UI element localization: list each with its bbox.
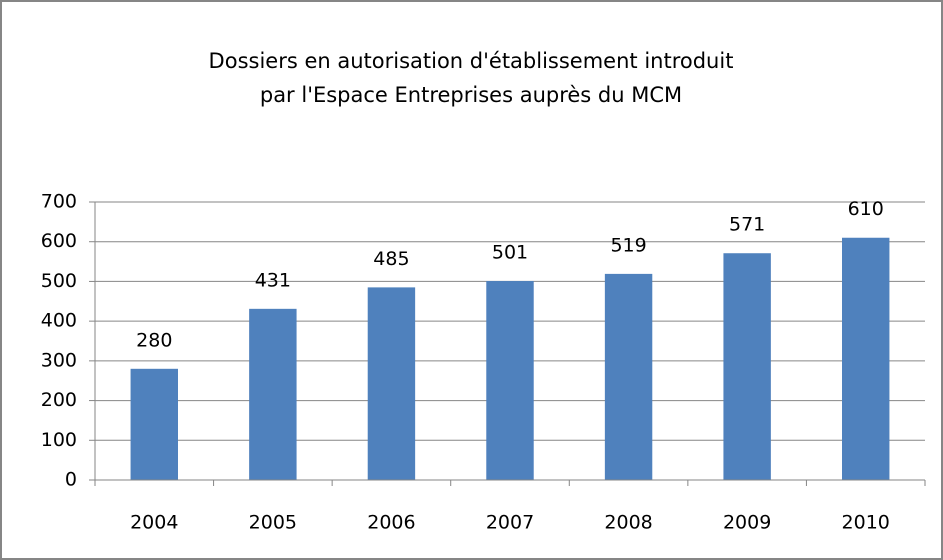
data-label: 519 — [610, 234, 646, 256]
y-tick-label: 200 — [41, 389, 77, 411]
bar — [723, 253, 771, 480]
x-tick-label: 2009 — [723, 512, 771, 534]
y-tick-label: 300 — [41, 349, 77, 371]
y-tick-label: 0 — [65, 469, 77, 491]
data-label: 280 — [136, 329, 172, 351]
y-tick-label: 600 — [41, 230, 77, 252]
chart-title: par l'Espace Entreprises auprès du MCM — [260, 83, 682, 107]
chart-title: Dossiers en autorisation d'établissement… — [209, 49, 734, 73]
y-tick-label: 100 — [41, 429, 77, 451]
x-tick-label: 2004 — [130, 512, 178, 534]
y-tick-label: 700 — [41, 191, 77, 213]
x-tick-label: 2006 — [367, 512, 415, 534]
x-tick-label: 2005 — [249, 512, 297, 534]
x-tick-label: 2010 — [842, 512, 890, 534]
bar — [249, 308, 297, 480]
data-label: 431 — [255, 269, 291, 291]
data-label: 501 — [492, 242, 528, 264]
y-tick-label: 400 — [41, 310, 77, 332]
bar — [604, 273, 653, 480]
x-tick-label: 2008 — [604, 512, 652, 534]
y-tick-label: 500 — [41, 270, 77, 292]
bar — [842, 237, 890, 480]
bar — [367, 287, 416, 480]
data-label: 485 — [373, 248, 409, 270]
bar — [130, 368, 178, 480]
x-tick-label: 2007 — [486, 512, 534, 534]
data-label: 571 — [729, 214, 765, 236]
data-label: 610 — [848, 198, 884, 220]
bar — [486, 281, 534, 480]
